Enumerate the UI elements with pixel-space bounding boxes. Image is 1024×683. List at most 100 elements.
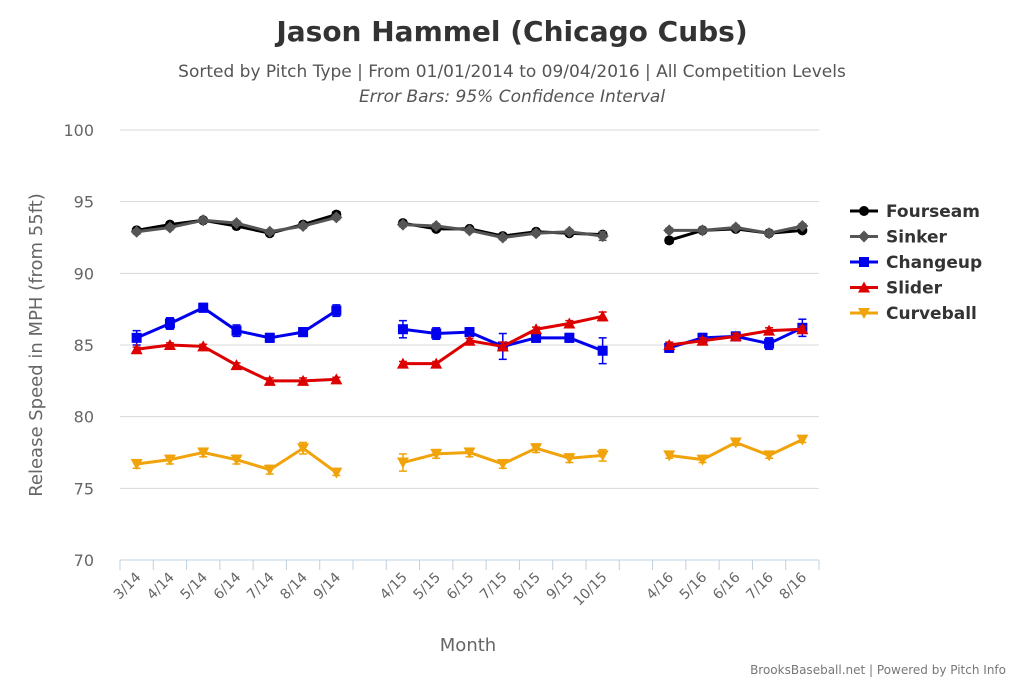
data-point[interactable] bbox=[330, 211, 343, 224]
series-layer bbox=[130, 209, 809, 479]
data-point[interactable] bbox=[496, 458, 509, 470]
data-point[interactable] bbox=[663, 339, 676, 350]
x-tick-label: 8/16 bbox=[777, 569, 811, 603]
data-point[interactable] bbox=[729, 330, 742, 342]
data-point[interactable] bbox=[297, 374, 310, 386]
data-point[interactable] bbox=[197, 447, 210, 459]
data-point[interactable] bbox=[696, 224, 709, 237]
data-point[interactable] bbox=[230, 359, 243, 371]
data-point[interactable] bbox=[463, 224, 476, 237]
data-point[interactable] bbox=[163, 339, 176, 350]
data-point[interactable] bbox=[396, 357, 409, 369]
data-point[interactable] bbox=[396, 218, 409, 231]
data-point[interactable] bbox=[530, 443, 543, 455]
data-point[interactable] bbox=[763, 450, 776, 462]
data-point[interactable] bbox=[763, 324, 776, 336]
legend-marker bbox=[858, 281, 870, 293]
data-point[interactable] bbox=[298, 327, 309, 338]
series-curveball bbox=[130, 434, 809, 479]
data-point[interactable] bbox=[130, 458, 143, 470]
data-point[interactable] bbox=[198, 302, 209, 313]
data-point[interactable] bbox=[230, 217, 243, 230]
data-point[interactable] bbox=[563, 225, 576, 238]
data-point[interactable] bbox=[729, 221, 742, 234]
data-point[interactable] bbox=[564, 332, 575, 343]
data-point[interactable] bbox=[496, 231, 509, 244]
data-point[interactable] bbox=[431, 328, 442, 339]
data-point[interactable] bbox=[496, 340, 509, 352]
data-point[interactable] bbox=[597, 345, 608, 356]
data-point[interactable] bbox=[663, 224, 676, 237]
x-tick-label: 6/15 bbox=[444, 570, 478, 604]
data-point[interactable] bbox=[729, 437, 742, 449]
series-changeup bbox=[131, 302, 808, 365]
data-point[interactable] bbox=[696, 454, 709, 466]
data-point[interactable] bbox=[430, 357, 443, 369]
legend-item-fourseam[interactable]: Fourseam bbox=[850, 202, 980, 222]
x-tick-label: 7/16 bbox=[743, 569, 777, 603]
legend-item-sinker[interactable]: Sinker bbox=[850, 228, 948, 248]
data-point[interactable] bbox=[764, 338, 775, 349]
data-point[interactable] bbox=[130, 343, 143, 355]
legend-item-curveball[interactable]: Curveball bbox=[850, 304, 977, 324]
x-tick-label: 5/16 bbox=[677, 569, 711, 603]
legend-label: Curveball bbox=[886, 304, 977, 324]
data-point[interactable] bbox=[796, 220, 809, 233]
data-point[interactable] bbox=[264, 332, 275, 343]
data-point[interactable] bbox=[231, 325, 242, 336]
data-point[interactable] bbox=[596, 310, 609, 322]
data-point[interactable] bbox=[530, 227, 543, 240]
chart-subtitle: Sorted by Pitch Type | From 01/01/2014 t… bbox=[178, 62, 846, 82]
data-point[interactable] bbox=[197, 340, 210, 352]
data-point[interactable] bbox=[330, 373, 343, 385]
data-point[interactable] bbox=[197, 214, 210, 227]
data-point[interactable] bbox=[263, 225, 276, 238]
data-point[interactable] bbox=[430, 220, 443, 233]
legend-label: Fourseam bbox=[886, 202, 980, 222]
y-tick-label: 90 bbox=[74, 264, 94, 283]
data-point[interactable] bbox=[330, 467, 343, 479]
data-point[interactable] bbox=[664, 235, 675, 246]
data-point[interactable] bbox=[131, 332, 142, 343]
legend-marker bbox=[859, 257, 869, 267]
data-point[interactable] bbox=[163, 454, 176, 466]
legend-item-changeup[interactable]: Changeup bbox=[850, 253, 982, 273]
data-point[interactable] bbox=[263, 464, 276, 476]
data-point[interactable] bbox=[297, 443, 310, 455]
x-tick-label: 6/16 bbox=[710, 569, 744, 603]
data-point[interactable] bbox=[164, 318, 175, 329]
data-point[interactable] bbox=[696, 334, 709, 346]
data-point[interactable] bbox=[463, 447, 476, 459]
x-tick-label: 4/14 bbox=[144, 569, 178, 603]
legend: Fourseam Sinker Changeup Slider Curveball bbox=[850, 202, 982, 324]
data-point[interactable] bbox=[530, 323, 543, 335]
x-tick-label: 8/15 bbox=[510, 570, 544, 604]
data-point[interactable] bbox=[297, 220, 310, 233]
data-point[interactable] bbox=[464, 327, 475, 338]
data-point[interactable] bbox=[663, 450, 676, 462]
data-point[interactable] bbox=[397, 324, 408, 335]
data-point[interactable] bbox=[596, 450, 609, 462]
data-point[interactable] bbox=[796, 323, 809, 335]
y-tick-label: 70 bbox=[74, 551, 94, 570]
x-tick-label: 7/15 bbox=[477, 570, 511, 604]
y-tick-label: 80 bbox=[74, 408, 94, 427]
data-point[interactable] bbox=[463, 334, 476, 346]
x-tick-label: 8/14 bbox=[277, 569, 311, 603]
data-point[interactable] bbox=[396, 457, 409, 469]
data-point[interactable] bbox=[130, 225, 143, 238]
data-point[interactable] bbox=[531, 332, 542, 343]
data-point[interactable] bbox=[430, 448, 443, 460]
data-point[interactable] bbox=[331, 305, 342, 316]
data-point[interactable] bbox=[763, 227, 776, 240]
legend-item-slider[interactable]: Slider bbox=[850, 279, 943, 299]
data-point[interactable] bbox=[230, 454, 243, 466]
data-point[interactable] bbox=[596, 230, 609, 243]
x-axis-title: Month bbox=[440, 635, 496, 656]
data-point[interactable] bbox=[796, 434, 809, 446]
data-point[interactable] bbox=[563, 317, 576, 329]
data-point[interactable] bbox=[263, 374, 276, 386]
data-point[interactable] bbox=[163, 221, 176, 234]
x-tick-label: 4/16 bbox=[643, 569, 677, 603]
data-point[interactable] bbox=[563, 453, 576, 465]
